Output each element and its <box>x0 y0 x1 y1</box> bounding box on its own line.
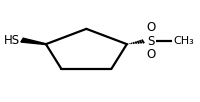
Text: HS: HS <box>4 34 20 47</box>
Text: S: S <box>148 35 155 48</box>
Text: O: O <box>147 22 156 34</box>
Text: CH₃: CH₃ <box>174 36 194 46</box>
Text: O: O <box>147 48 156 61</box>
Polygon shape <box>21 38 46 45</box>
